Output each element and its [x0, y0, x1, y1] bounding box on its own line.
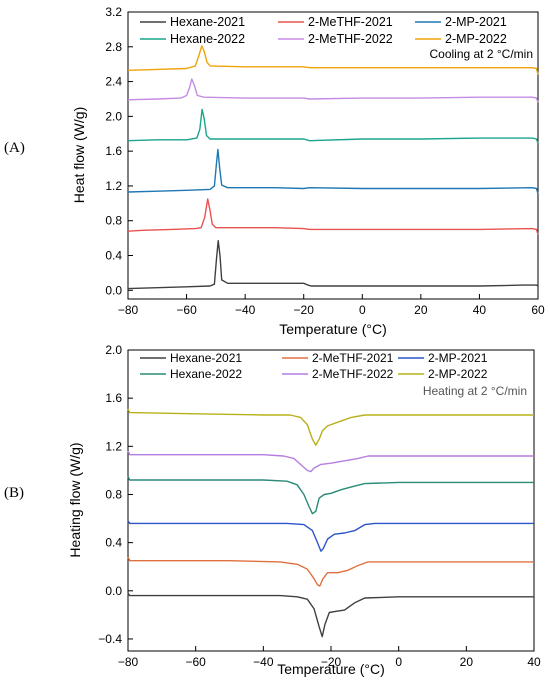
panel-b-y-tick-label: 2.0: [105, 343, 122, 357]
panel-a-y-tick-label: 0.4: [105, 249, 122, 263]
panel-b-legend: Hexane-2021 2-MeTHF-2021 2-MP-2021 Hexane-2…: [140, 351, 488, 381]
panel-a-legend-label-hexane-2021: Hexane-2021: [170, 15, 245, 29]
panel-a-x-tick-label: −40: [235, 303, 256, 317]
panel-b-legend-label-2-methf-2021: 2-MeTHF-2021: [312, 351, 394, 365]
panel-a-x-axis-title: Temperature (°C): [279, 321, 387, 337]
panel-a-legend-label-hexane-2022: Hexane-2022: [170, 32, 245, 46]
panel-b-y-tick-label: 0.8: [105, 487, 122, 501]
panel-a-y-tick-label: 1.2: [105, 179, 122, 193]
panel-b-y-tick-label: −0.4: [98, 632, 122, 646]
panel-a-legend-label-2-methf-2022: 2-MeTHF-2022: [308, 32, 393, 46]
panel-b-x-tick-label: 0: [395, 655, 402, 669]
panel-a-y-tick-label: 2.4: [105, 75, 122, 89]
panel-b-series-hexane-2022: [127, 476, 534, 515]
panel-b-x-tick-label: −80: [118, 655, 139, 669]
panel-b-y-tick-label: 0.4: [105, 536, 122, 550]
panel-a-y-tick-label: 0.0: [105, 283, 122, 297]
panel-b-series-2-methf-2021: [127, 556, 534, 587]
panel-b-y-tick-label: 1.6: [105, 391, 122, 405]
panel-a-x-tick-label: 40: [473, 303, 487, 317]
panel-b-x-axis-title: Temperature (°C): [277, 661, 385, 677]
panel-b-series-2-mp-2022: [127, 408, 534, 446]
panel-a-x-tick-label: 60: [531, 303, 545, 317]
panel-a-y-tick-label: 3.2: [105, 5, 122, 19]
panel-b-x-tick-label: −60: [185, 655, 206, 669]
panel-b-chart: (B) −80 −60 −40 −20 0 20 40 −0.4 0.0 0.4 0.8 1.2 1.6…: [4, 343, 541, 677]
panel-b-annotation: Heating at 2 °C/min: [423, 384, 527, 398]
panel-b-legend-label-hexane-2021: Hexane-2021: [170, 351, 242, 365]
panel-a-plot-frame: [127, 11, 539, 300]
panel-a-x-tick-label: 20: [414, 303, 428, 317]
panel-a-legend: Hexane-2021 2-MeTHF-2021 2-MP-2021 Hexane-2…: [140, 15, 507, 46]
panel-a-legend-label-2-mp-2022: 2-MP-2022: [445, 32, 507, 46]
panel-a-x-tick-label: −80: [118, 303, 139, 317]
panel-a-annotation: Cooling at 2 °C/min: [429, 47, 533, 61]
panel-a-chart: (A) −80 −60 −40 −20 0 20 40 60 0.0 0.4 0.8 1.2 1.6 2.…: [4, 5, 545, 337]
panel-b-series-2-methf-2022: [127, 450, 534, 473]
panel-a-series-2-mp-2021: [127, 148, 539, 194]
panel-a-x-tick-label: −60: [176, 303, 197, 317]
panel-a-curves: [127, 45, 539, 290]
panel-a-label: (A): [4, 140, 25, 156]
panel-a-series-hexane-2021: [127, 240, 539, 290]
panel-a-y-axis-title: Heat flow (W/g): [71, 107, 87, 203]
panel-a-y-tick-label: 2.0: [105, 109, 122, 123]
panel-b-ticks: −80 −60 −40 −20 0 20 40 −0.4 0.0 0.4 0.8 1.2 1.6 2.0: [98, 343, 541, 669]
panel-a-series-hexane-2022: [127, 108, 539, 144]
panel-b-y-tick-label: 1.2: [105, 439, 122, 453]
panel-a-y-tick-label: 0.8: [105, 214, 122, 228]
panel-b-y-axis-title: Heating flow (W/g): [67, 442, 83, 557]
panel-a-ticks: −80 −60 −40 −20 0 20 40 60 0.0 0.4 0.8 1.2 1.6 2.0 2.4…: [105, 5, 545, 317]
panel-b-series-2-mp-2021: [127, 520, 534, 552]
panel-b-y-tick-label: 0.0: [105, 584, 122, 598]
panel-a-x-tick-label: −20: [294, 303, 315, 317]
panel-b-x-tick-label: 20: [460, 655, 474, 669]
panel-a-series-2-mp-2022: [127, 45, 539, 75]
panel-b-legend-label-hexane-2022: Hexane-2022: [170, 367, 242, 381]
panel-a-series-2-methf-2022: [127, 78, 539, 103]
panel-b-x-tick-label: 40: [527, 655, 541, 669]
panel-a-legend-label-2-mp-2021: 2-MP-2021: [445, 15, 507, 29]
panel-a-legend-label-2-methf-2021: 2-MeTHF-2021: [308, 15, 393, 29]
panel-a-y-tick-label: 2.8: [105, 40, 122, 54]
panel-b-curves: [127, 408, 534, 638]
panel-a-x-tick-label: 0: [359, 303, 366, 317]
panel-b-x-tick-label: −20: [321, 655, 342, 669]
panel-b-legend-label-2-methf-2022: 2-MeTHF-2022: [312, 367, 394, 381]
panel-b-x-tick-label: −40: [253, 655, 274, 669]
panel-b-legend-label-2-mp-2021: 2-MP-2021: [428, 351, 488, 365]
panel-b-label: (B): [4, 485, 24, 501]
panel-a-y-tick-label: 1.6: [105, 144, 122, 158]
panel-a-series-2-methf-2021: [127, 198, 539, 235]
panel-b-series-hexane-2021: [127, 592, 534, 638]
panel-b-legend-label-2-mp-2022: 2-MP-2022: [428, 367, 488, 381]
